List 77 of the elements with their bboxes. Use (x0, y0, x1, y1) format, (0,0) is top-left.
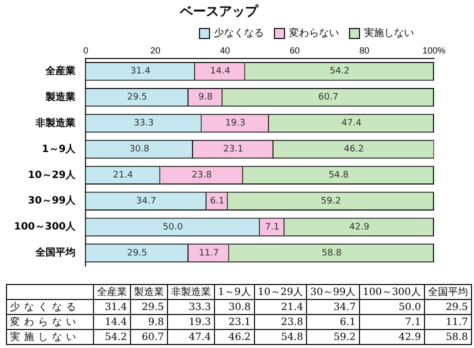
y-tick-label: 100～300人 (14, 220, 77, 233)
text: 58.8 (446, 332, 468, 342)
category-label: 30～99人 (310, 287, 356, 298)
data-label: 59.2 (320, 196, 341, 206)
x-tick-label: 80 (359, 45, 370, 56)
category-label: 製造業 (134, 287, 164, 298)
text: 9.8 (148, 316, 164, 328)
text: 23.1 (228, 316, 251, 328)
x-tick-label: 20 (150, 45, 160, 56)
y-tick-label: 非製造業 (34, 116, 76, 129)
text: 29.5 (142, 302, 164, 312)
text: 47.4 (188, 332, 212, 342)
text: 変わらない (10, 317, 80, 328)
text: 34.7 (333, 302, 356, 312)
x-tick-label: 60 (290, 45, 300, 56)
data-label: 54.8 (328, 170, 349, 181)
data-label: 23.1 (223, 144, 244, 155)
text: 29.5 (446, 302, 468, 312)
text: 7.1 (405, 316, 421, 328)
text: 54.2 (104, 332, 128, 342)
text: 50.0 (398, 302, 421, 312)
data-label: 11.7 (198, 248, 219, 258)
text: 33.3 (188, 302, 212, 312)
data-label: 29.5 (127, 92, 148, 103)
text: 23.8 (281, 316, 304, 328)
data-label: 42.9 (349, 222, 370, 232)
x-tick-label: 100% (422, 45, 446, 56)
data-label: 34.7 (136, 196, 156, 206)
data-label: 6.1 (210, 196, 224, 206)
text: 60.7 (142, 332, 164, 342)
data-label: 46.2 (344, 144, 364, 155)
text: 6.1 (340, 316, 356, 328)
data-label: 19.3 (225, 118, 246, 129)
category-label: 全国平均 (428, 287, 468, 298)
chart-title: ベースアップ (179, 3, 259, 18)
data-label: 23.8 (192, 170, 212, 181)
y-tick-label: 1～9人 (42, 142, 77, 155)
data-label: 29.5 (127, 248, 148, 258)
text: 42.9 (398, 332, 421, 342)
y-tick-label: 10～29人 (28, 168, 77, 181)
text: 21.4 (281, 302, 304, 312)
text: 14.4 (104, 316, 128, 328)
category-label: 10～29人 (258, 287, 304, 298)
y-tick-label: 30～99人 (28, 194, 77, 207)
category-label: 非製造業 (171, 287, 212, 298)
legend-label: 少なくなる (214, 26, 264, 40)
text: 46.2 (228, 332, 251, 342)
data-label: 50.0 (162, 222, 184, 232)
text: 少なくなる (10, 302, 80, 313)
data-label: 21.4 (112, 170, 134, 181)
data-label: 60.7 (318, 92, 338, 103)
text: 19.3 (188, 316, 212, 328)
text: 実施しない (364, 26, 414, 40)
text: 30.8 (228, 302, 251, 312)
text: 54.8 (281, 332, 304, 342)
text: 31.4 (104, 302, 128, 312)
data-label: 31.4 (130, 66, 151, 77)
data-label: 33.3 (134, 118, 154, 129)
category-label: 1～9人 (218, 287, 251, 298)
data-label: 30.8 (129, 144, 150, 155)
legend-label: 変わらない (289, 26, 339, 40)
y-tick-label: 全国平均 (34, 246, 76, 259)
data-label: 9.8 (198, 92, 213, 103)
x-tick-label: 0 (83, 45, 88, 56)
data-label: 7.1 (265, 222, 280, 232)
x-tick-label: 40 (220, 45, 230, 56)
text: 59.2 (333, 332, 356, 342)
category-label: 100～300人 (362, 287, 421, 298)
data-label: 47.4 (341, 118, 362, 129)
data-label: 14.4 (210, 66, 230, 77)
data-label: 54.2 (330, 66, 350, 77)
data-label: 58.8 (322, 248, 342, 258)
text: 実施しない (10, 332, 80, 343)
category-label: 全産業 (97, 287, 127, 298)
y-tick-label: 全産業 (44, 64, 76, 77)
text: 11.7 (446, 316, 468, 328)
y-tick-label: 製造業 (44, 90, 76, 103)
